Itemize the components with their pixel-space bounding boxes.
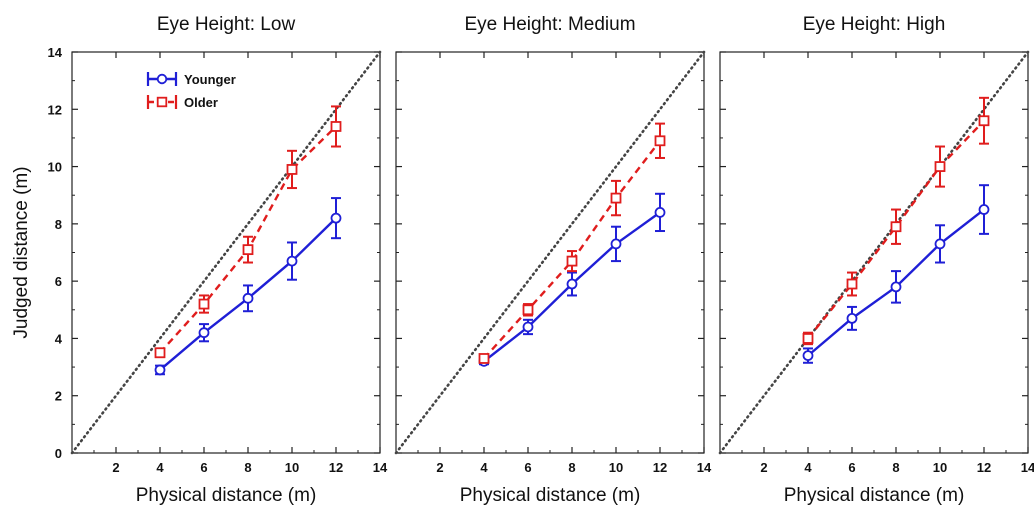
panel-2: Eye Height: Medium 2 4 6 8 10 12 14 Physical dis… bbox=[394, 14, 712, 506]
data-point-older bbox=[242, 244, 254, 256]
x-tick-label: 2 bbox=[112, 460, 119, 475]
data-point-younger bbox=[934, 238, 946, 250]
data-point-older bbox=[198, 298, 210, 310]
x-tick-label: 12 bbox=[653, 460, 667, 475]
x-tick-label: 8 bbox=[892, 460, 899, 475]
data-point-younger bbox=[286, 255, 298, 267]
x-tick-label: 6 bbox=[524, 460, 531, 475]
x-tick-label: 4 bbox=[480, 460, 488, 475]
series-older bbox=[802, 96, 990, 346]
data-point-younger bbox=[154, 364, 166, 376]
x-tick-label: 14 bbox=[1021, 460, 1034, 475]
identity-line bbox=[70, 50, 382, 455]
series-line-older bbox=[483, 140, 661, 360]
series-older bbox=[154, 105, 342, 359]
legend-marker-older bbox=[156, 96, 168, 108]
y-tick-label: 12 bbox=[48, 102, 62, 117]
data-point-older bbox=[522, 304, 534, 316]
x-tick-label: 14 bbox=[697, 460, 712, 475]
data-point-younger bbox=[198, 327, 210, 339]
x-tick-label: 12 bbox=[977, 460, 991, 475]
series-younger bbox=[154, 197, 342, 376]
data-point-younger bbox=[802, 350, 814, 362]
x-tick-label: 6 bbox=[848, 460, 855, 475]
data-point-younger bbox=[846, 312, 858, 324]
data-point-younger bbox=[566, 278, 578, 290]
data-point-older bbox=[890, 221, 902, 233]
panel-title: Eye Height: Low bbox=[157, 14, 296, 35]
legend-label-younger: Younger bbox=[184, 72, 236, 87]
data-point-older bbox=[286, 164, 298, 175]
data-point-older bbox=[978, 115, 990, 127]
panel-1: Eye Height: Low 2 4 6 8 10 12 14 0 2 4 6 8 10 12 14 Phys… bbox=[48, 14, 388, 506]
x-tick-label: 8 bbox=[244, 460, 251, 475]
x-tick-label: 10 bbox=[285, 460, 299, 475]
panel-title: Eye Height: Medium bbox=[464, 14, 635, 35]
data-point-younger bbox=[890, 281, 902, 293]
panel-title: Eye Height: High bbox=[803, 14, 946, 35]
legend: Younger Older bbox=[146, 72, 236, 110]
y-tick-label: 10 bbox=[48, 160, 62, 175]
data-point-younger bbox=[654, 206, 666, 218]
data-point-older bbox=[566, 255, 578, 267]
x-tick-label: 6 bbox=[200, 460, 207, 475]
data-point-older bbox=[610, 192, 622, 204]
x-tick-label: 10 bbox=[609, 460, 623, 475]
data-point-younger bbox=[330, 212, 342, 224]
identity-line bbox=[718, 50, 1030, 455]
x-tick-label: 10 bbox=[933, 460, 947, 475]
y-axis-label: Judged distance (m) bbox=[11, 166, 32, 338]
x-tick-label: 2 bbox=[436, 460, 443, 475]
y-tick-label: 0 bbox=[55, 446, 62, 461]
series-older bbox=[478, 122, 666, 364]
x-tick-label: 8 bbox=[568, 460, 575, 475]
y-tick-label: 14 bbox=[48, 45, 63, 60]
data-point-older bbox=[654, 135, 666, 147]
data-point-older bbox=[154, 347, 166, 359]
y-tick-label: 8 bbox=[55, 217, 62, 232]
x-tick-label: 4 bbox=[156, 460, 164, 475]
data-point-older bbox=[934, 161, 946, 172]
panel-3: Eye Height: High 2 4 6 8 10 12 14 Physical dista… bbox=[718, 14, 1034, 506]
x-tick-label: 4 bbox=[804, 460, 812, 475]
x-axis-label: Physical distance (m) bbox=[784, 485, 965, 506]
y-tick-label: 2 bbox=[55, 389, 62, 404]
x-tick-label: 2 bbox=[760, 460, 767, 475]
y-tick-label: 4 bbox=[55, 331, 63, 346]
y-tick-label: 6 bbox=[55, 274, 62, 289]
x-tick-label: 14 bbox=[373, 460, 388, 475]
x-axis-label: Physical distance (m) bbox=[460, 485, 641, 506]
series-younger bbox=[478, 192, 666, 367]
x-tick-label: 12 bbox=[329, 460, 343, 475]
legend-label-older: Older bbox=[184, 95, 218, 110]
data-point-younger bbox=[978, 204, 990, 215]
data-point-older bbox=[330, 121, 342, 132]
series-younger bbox=[802, 184, 990, 364]
data-point-older bbox=[478, 353, 490, 364]
data-point-younger bbox=[522, 321, 534, 333]
data-point-younger bbox=[242, 292, 254, 304]
data-point-older bbox=[802, 333, 814, 344]
identity-line bbox=[394, 50, 706, 455]
data-point-older bbox=[846, 278, 858, 290]
x-axis-label: Physical distance (m) bbox=[136, 485, 317, 506]
data-point-younger bbox=[610, 238, 622, 250]
legend-marker-younger bbox=[156, 73, 168, 85]
